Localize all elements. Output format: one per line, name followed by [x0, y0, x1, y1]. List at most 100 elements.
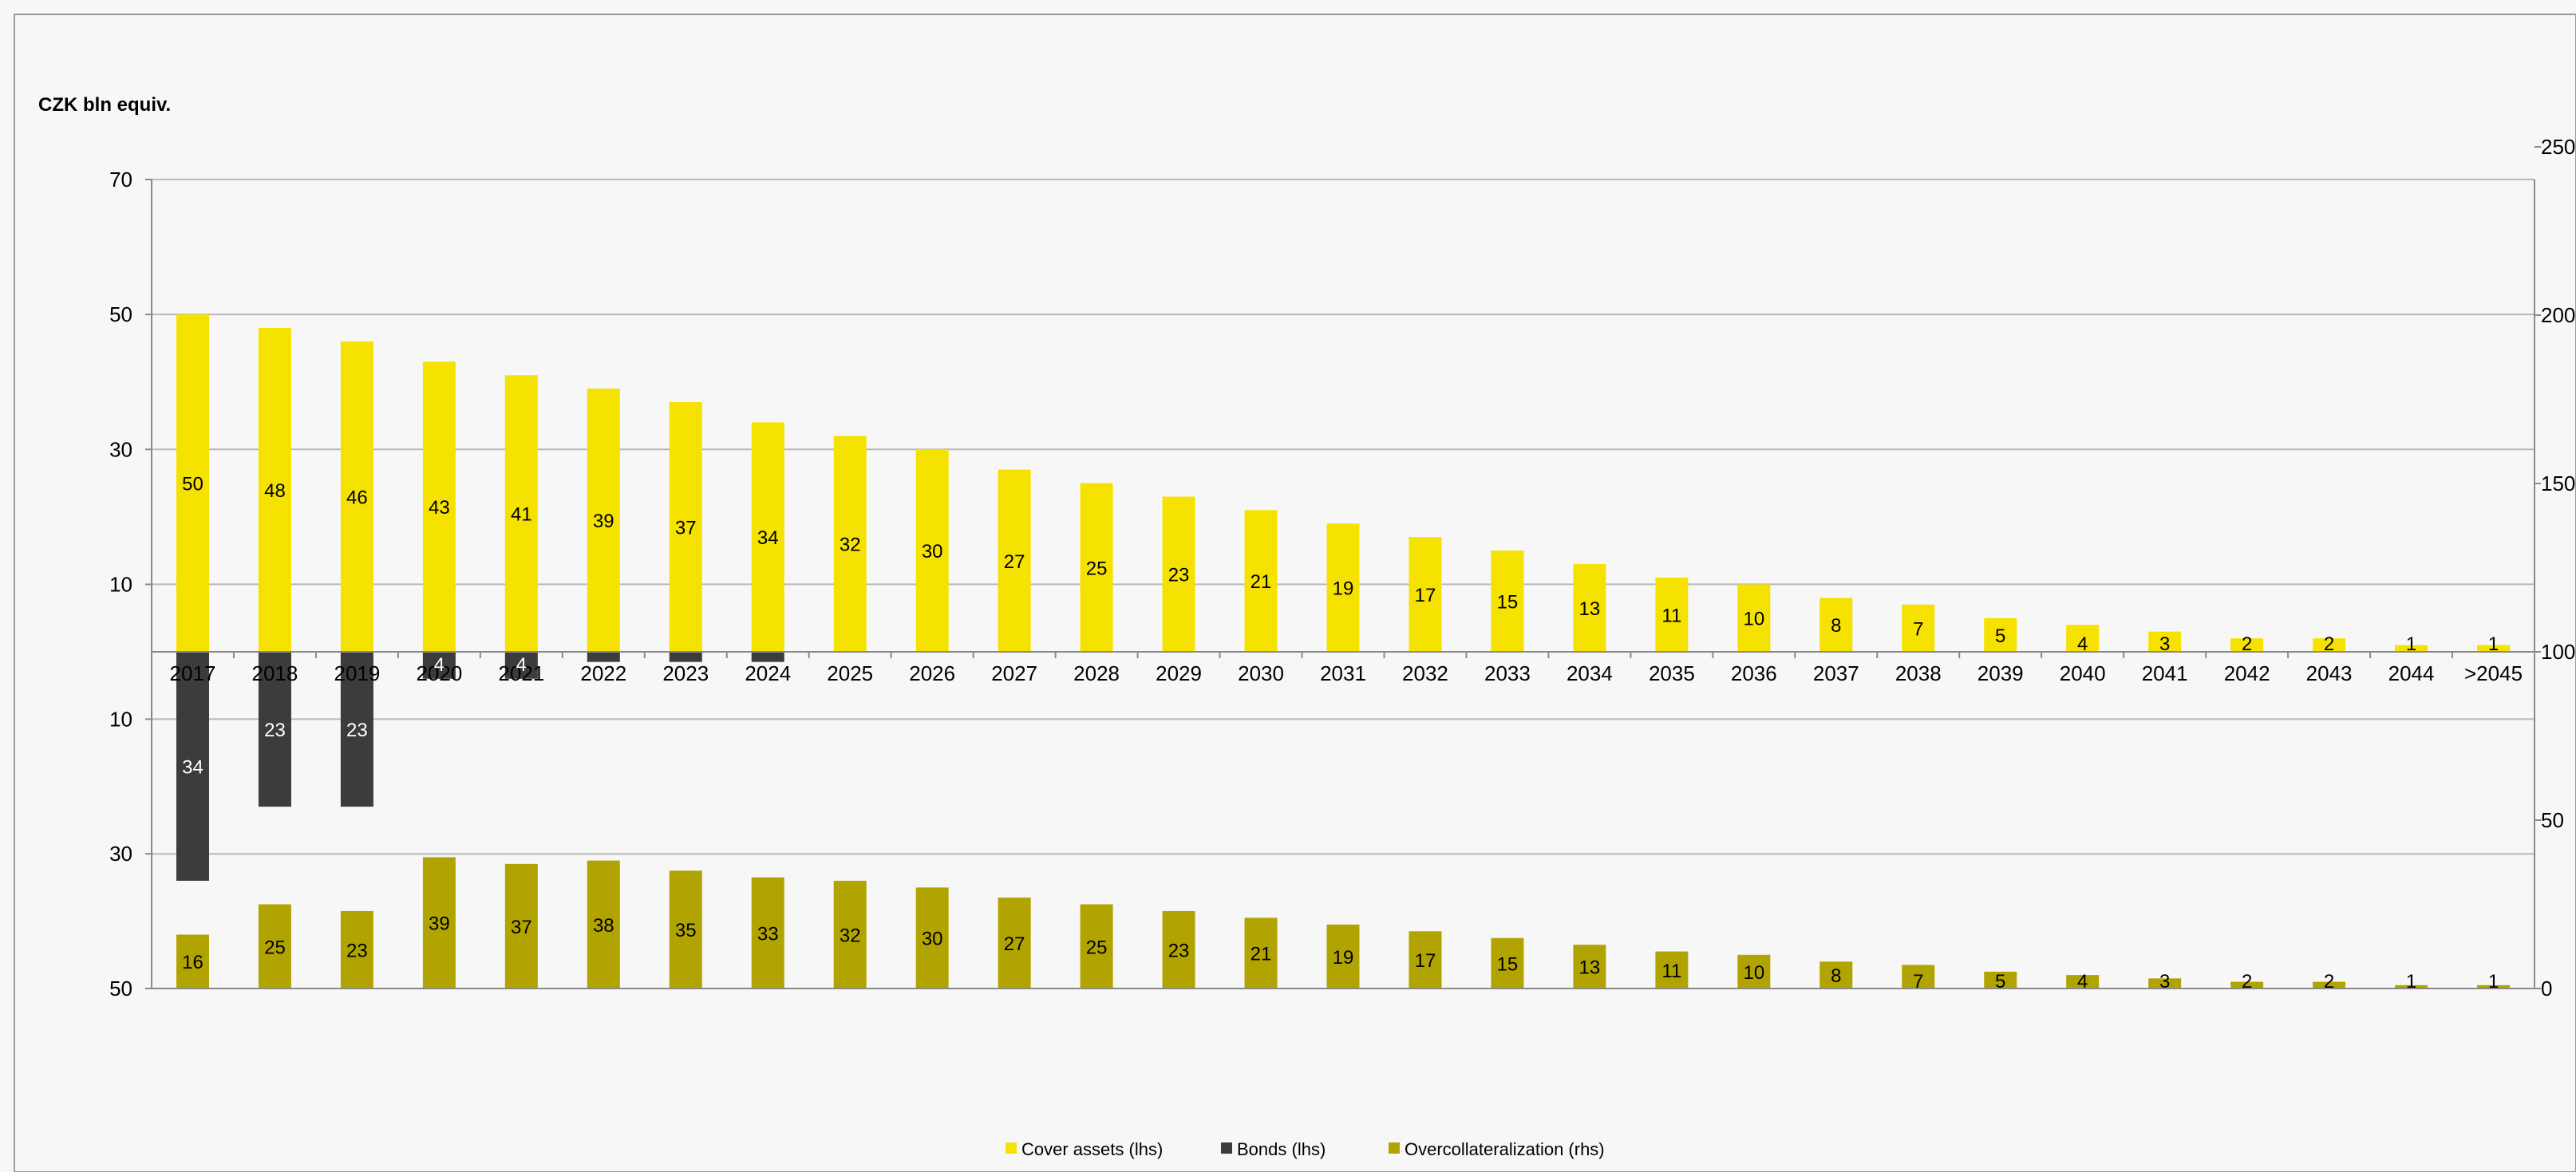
cover-assets-data-label: 46 [346, 487, 368, 508]
overcollateralization-bar [176, 934, 209, 989]
cover-assets-bar [669, 402, 702, 652]
legend-swatch [1221, 1142, 1232, 1154]
category-label: 2036 [1731, 661, 1777, 685]
right-axis-tick-label: 100 [2541, 640, 2575, 664]
category-label: 2027 [991, 661, 1037, 685]
overcollateralization-data-label: 25 [264, 937, 286, 958]
category-label: 2040 [2060, 661, 2106, 685]
overcollateralization-bar [2148, 978, 2182, 989]
cover-assets-bar [998, 469, 1031, 652]
cover-assets-data-label: 2 [2242, 633, 2252, 655]
cover-assets-bar [2477, 645, 2511, 652]
cover-assets-bar [2148, 631, 2182, 652]
cover-assets-bar [1244, 510, 1278, 652]
cover-assets-bar [1984, 618, 2017, 652]
overcollateralization-data-label: 23 [1168, 940, 1190, 961]
cover-assets-data-label: 1 [2488, 633, 2499, 655]
cover-assets-bar [1573, 564, 1606, 652]
cover-assets-bar [1819, 598, 1853, 652]
bonds-bar [587, 652, 620, 662]
cover-assets-data-label: 34 [757, 527, 779, 549]
category-label: 2017 [170, 661, 216, 685]
overcollateralization-bar [2230, 981, 2264, 989]
overcollateralization-data-label: 17 [1415, 950, 1436, 972]
category-label: 2028 [1073, 661, 1120, 685]
data-labels: 2017503416201848232520194623232020434392… [170, 474, 2523, 992]
overcollateralization-bar [1080, 904, 1113, 989]
bonds-bar [258, 652, 291, 807]
cover-assets-bar [340, 341, 373, 652]
cover-assets-bar [1162, 496, 1195, 652]
category-label: 2038 [1895, 661, 1942, 685]
category-label: 2019 [334, 661, 380, 685]
cover-assets-bar [2395, 645, 2428, 652]
cover-assets-data-label: 10 [1743, 609, 1764, 630]
overcollateralization-data-label: 3 [2159, 971, 2170, 992]
category-label: 2026 [909, 661, 955, 685]
cover-assets-bar [1491, 550, 1524, 652]
category-label: 2024 [745, 661, 791, 685]
overcollateralization-data-label: 19 [1333, 947, 1354, 969]
overcollateralization-bar [587, 860, 620, 989]
cover-assets-data-label: 5 [1995, 625, 2005, 647]
overcollateralization-data-label: 5 [1995, 971, 2005, 992]
cover-assets-data-label: 41 [511, 504, 532, 526]
category-label: 2037 [1813, 661, 1859, 685]
right-axis-tick-label: 150 [2541, 472, 2575, 495]
cover-assets-data-label: 13 [1579, 598, 1601, 620]
cover-assets-bar [1902, 604, 1935, 652]
overcollateralization-bar [1655, 951, 1689, 989]
cover-assets-data-label: 25 [1086, 558, 1108, 579]
cover-assets-data-label: 30 [922, 541, 943, 562]
cover-assets-data-label: 11 [1661, 605, 1681, 626]
right-axis-tick-label: 50 [2541, 808, 2564, 832]
overcollateralization-bar [1491, 937, 1524, 989]
overcollateralization-bar [915, 887, 949, 989]
bonds-bar [504, 652, 538, 679]
cover-assets-data-label: 15 [1497, 592, 1519, 614]
bars [176, 314, 2511, 989]
cover-assets-data-label: 1 [2406, 633, 2416, 655]
overcollateralization-data-label: 1 [2488, 971, 2499, 992]
category-label: 2044 [2388, 661, 2435, 685]
left-axis-tick-label: 30 [109, 437, 132, 461]
legend: Cover assets (lhs) Bonds (lhs) Overcollate… [1006, 1139, 1605, 1159]
cover-assets-bar [751, 422, 784, 652]
category-label: 2041 [2142, 661, 2188, 685]
left-axis-tick-label: 30 [109, 842, 132, 866]
overcollateralization-bar [504, 863, 538, 989]
bonds-bar [422, 652, 456, 679]
overcollateralization-bar [1244, 917, 1278, 989]
left-axis-tick-label: 50 [109, 302, 132, 326]
overcollateralization-bar [1984, 971, 2017, 989]
cover-assets-bar [1326, 523, 1360, 652]
cover-assets-data-label: 8 [1831, 615, 1841, 637]
overcollateralization-data-label: 30 [922, 929, 943, 950]
overcollateralization-data-label: 15 [1497, 953, 1519, 975]
bonds-data-label: 23 [264, 720, 286, 741]
right-axis-tick-label: 0 [2541, 977, 2552, 1000]
cover-assets-data-label: 3 [2159, 633, 2170, 655]
bonds-data-label: 23 [346, 720, 368, 741]
overcollateralization-bar [1326, 924, 1360, 989]
overcollateralization-data-label: 37 [511, 917, 532, 938]
cover-assets-bar [258, 328, 291, 652]
overcollateralization-data-label: 27 [1004, 933, 1025, 955]
overcollateralization-data-label: 32 [840, 925, 861, 946]
bonds-bar [669, 652, 702, 662]
overcollateralization-data-label: 25 [1086, 937, 1108, 958]
overcollateralization-bar [340, 910, 373, 989]
overcollateralization-data-label: 23 [346, 940, 368, 961]
cover-assets-data-label: 32 [840, 535, 861, 556]
overcollateralization-data-label: 13 [1579, 957, 1601, 979]
overcollateralization-bar [833, 880, 867, 989]
overcollateralization-data-label: 7 [1913, 971, 1923, 992]
overcollateralization-data-label: 4 [2077, 971, 2088, 992]
cover-assets-data-label: 2 [2324, 633, 2334, 655]
cover-assets-bar [504, 375, 538, 652]
overcollateralization-data-label: 33 [757, 923, 779, 945]
cover-assets-bar [2230, 638, 2264, 652]
overcollateralization-data-label: 1 [2406, 971, 2416, 992]
category-label: 2033 [1484, 661, 1531, 685]
